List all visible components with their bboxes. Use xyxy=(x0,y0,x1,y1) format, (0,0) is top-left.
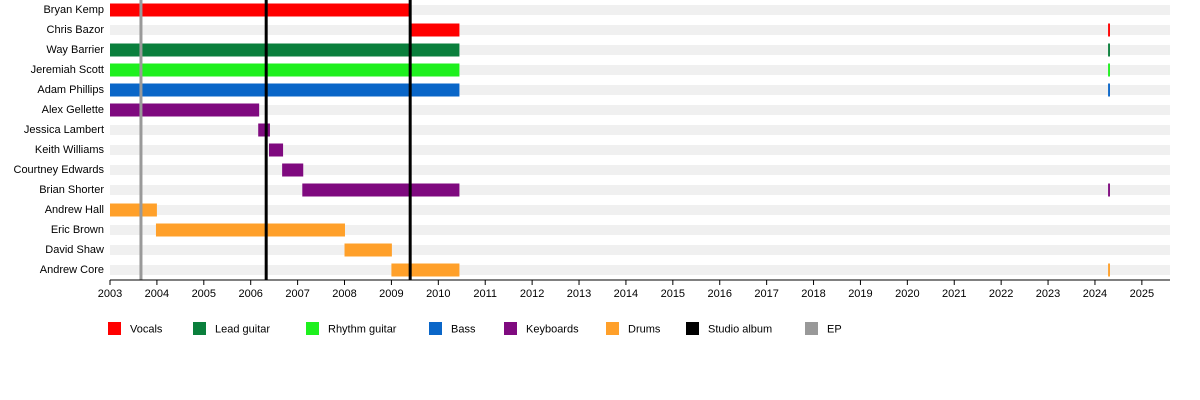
x-tick-label: 2009 xyxy=(379,288,403,300)
x-tick-label: 2007 xyxy=(285,288,309,300)
legend-label: EP xyxy=(827,323,842,335)
member-label: Keith Williams xyxy=(35,144,105,156)
membership-bar xyxy=(110,83,460,97)
legend-swatch xyxy=(606,322,619,335)
x-tick-label: 2023 xyxy=(1036,288,1060,300)
row-background xyxy=(110,85,1170,95)
membership-bar xyxy=(258,123,270,137)
legend-label: Rhythm guitar xyxy=(328,323,397,335)
row-background xyxy=(110,245,1170,255)
x-tick-label: 2004 xyxy=(145,288,169,300)
membership-bar xyxy=(1108,23,1110,37)
membership-bar xyxy=(110,203,157,217)
member-label: David Shaw xyxy=(45,244,104,256)
x-tick-label: 2016 xyxy=(707,288,731,300)
row-background xyxy=(110,145,1170,155)
row-background xyxy=(110,5,1170,15)
member-label: Andrew Core xyxy=(40,264,104,276)
member-label: Jessica Lambert xyxy=(24,124,104,136)
legend-label: Keyboards xyxy=(526,323,579,335)
x-tick-label: 2024 xyxy=(1083,288,1107,300)
row-background xyxy=(110,225,1170,235)
x-tick-label: 2011 xyxy=(473,288,497,300)
x-tick-label: 2019 xyxy=(848,288,872,300)
row-background xyxy=(110,165,1170,175)
membership-bar xyxy=(110,63,460,77)
member-label: Courtney Edwards xyxy=(14,164,105,176)
row-background xyxy=(110,265,1170,275)
membership-bar xyxy=(1108,63,1110,77)
member-label: Jeremiah Scott xyxy=(31,64,104,76)
x-tick-label: 2020 xyxy=(895,288,919,300)
x-tick-label: 2018 xyxy=(801,288,825,300)
x-tick-label: 2013 xyxy=(567,288,591,300)
membership-bar xyxy=(410,23,460,37)
membership-bar xyxy=(344,243,392,257)
membership-bar xyxy=(110,103,260,117)
legend-swatch xyxy=(306,322,319,335)
x-tick-label: 2015 xyxy=(661,288,685,300)
membership-bar xyxy=(1108,263,1110,277)
legend-label: Lead guitar xyxy=(215,323,270,335)
x-tick-label: 2025 xyxy=(1130,288,1154,300)
row-background xyxy=(110,25,1170,35)
x-tick-label: 2006 xyxy=(238,288,262,300)
membership-bar xyxy=(1108,83,1110,97)
x-tick-label: 2012 xyxy=(520,288,544,300)
row-background xyxy=(110,105,1170,115)
membership-bar xyxy=(269,143,284,157)
member-label: Brian Shorter xyxy=(39,184,104,196)
membership-bar xyxy=(1108,183,1110,197)
legend-swatch xyxy=(108,322,121,335)
member-label: Adam Phillips xyxy=(37,84,104,96)
x-tick-label: 2008 xyxy=(332,288,356,300)
x-tick-label: 2021 xyxy=(942,288,966,300)
member-label: Eric Brown xyxy=(51,224,104,236)
membership-bar xyxy=(1108,43,1110,57)
legend-swatch xyxy=(805,322,818,335)
member-label: Andrew Hall xyxy=(45,204,104,216)
legend-label: Studio album xyxy=(708,323,772,335)
x-tick-label: 2022 xyxy=(989,288,1013,300)
legend-label: Bass xyxy=(451,323,476,335)
x-tick-label: 2005 xyxy=(192,288,216,300)
row-background xyxy=(110,65,1170,75)
x-tick-label: 2017 xyxy=(754,288,778,300)
row-background xyxy=(110,205,1170,215)
legend-label: Drums xyxy=(628,323,661,335)
row-background xyxy=(110,125,1170,135)
membership-bar xyxy=(110,43,460,57)
membership-bar xyxy=(155,223,345,237)
row-background xyxy=(110,45,1170,55)
member-label: Chris Bazor xyxy=(47,24,105,36)
row-background xyxy=(110,185,1170,195)
legend-swatch xyxy=(193,322,206,335)
legend-swatch xyxy=(504,322,517,335)
x-tick-label: 2010 xyxy=(426,288,450,300)
legend-label: Vocals xyxy=(130,323,163,335)
membership-bar xyxy=(110,3,411,17)
member-label: Alex Gellette xyxy=(42,104,104,116)
membership-bar xyxy=(282,163,304,177)
x-tick-label: 2003 xyxy=(98,288,122,300)
legend-swatch xyxy=(429,322,442,335)
x-tick-label: 2014 xyxy=(614,288,638,300)
legend-swatch xyxy=(686,322,699,335)
member-label: Bryan Kemp xyxy=(43,4,104,16)
member-label: Way Barrier xyxy=(46,44,104,56)
membership-bar xyxy=(391,263,460,277)
membership-bar xyxy=(302,183,460,197)
